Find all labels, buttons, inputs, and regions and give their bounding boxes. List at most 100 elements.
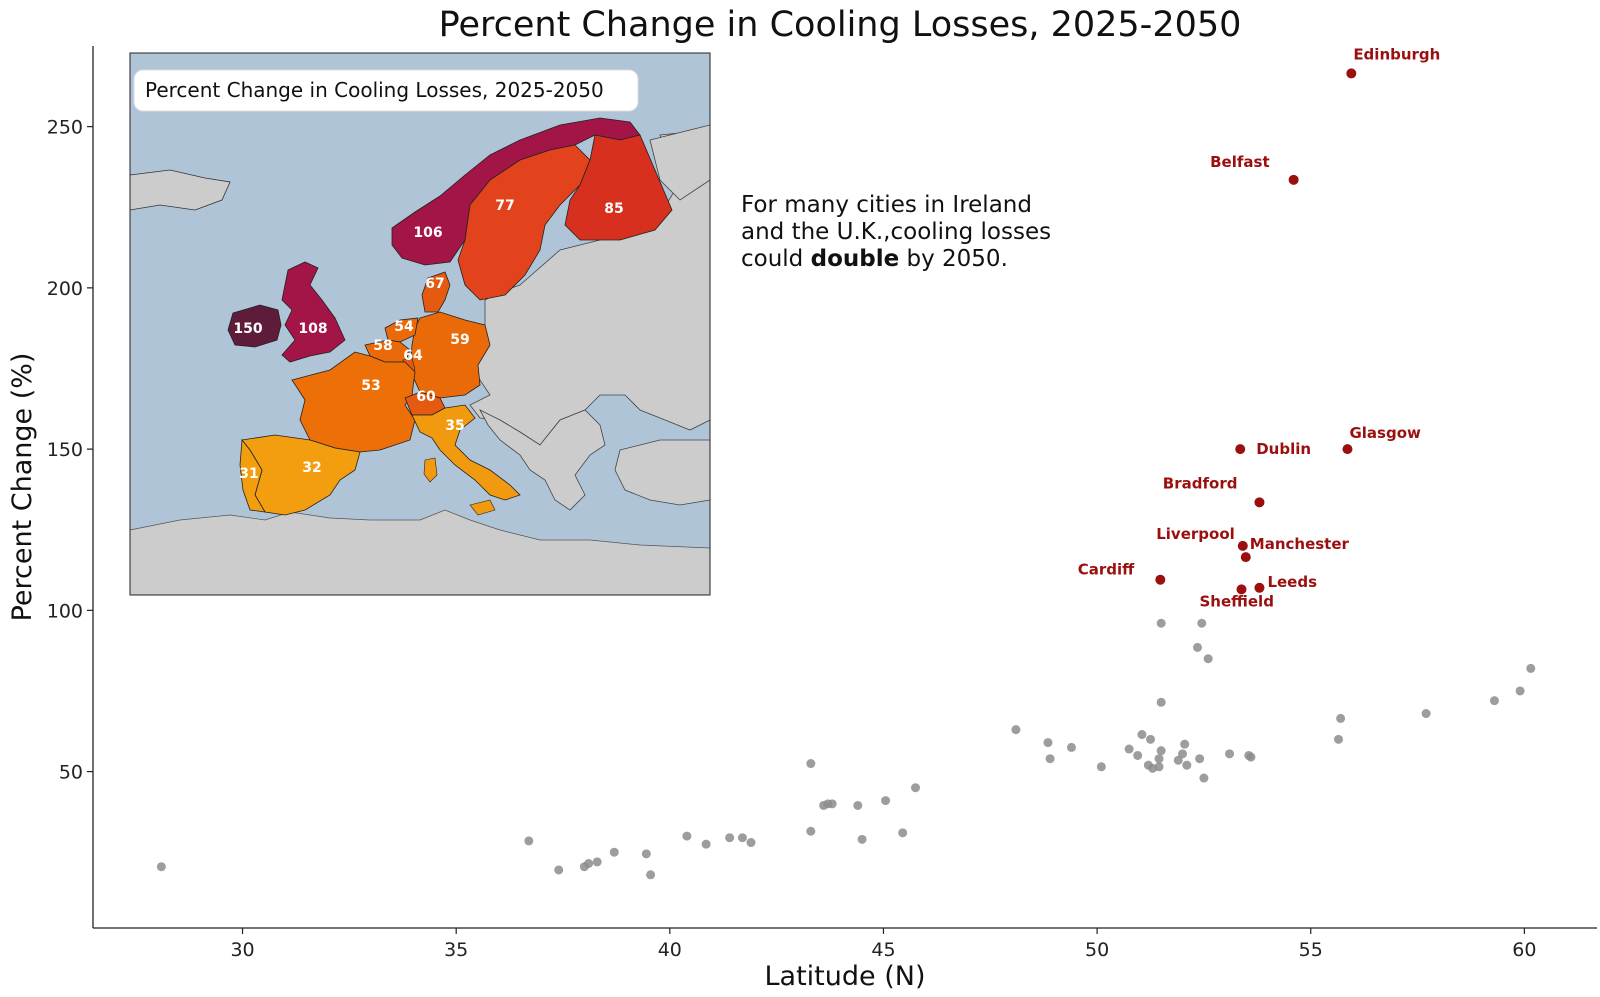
annotation-bold-word: double [811, 246, 900, 272]
annotation-line-1: For many cities in Ireland [741, 192, 1032, 218]
city-label: Leeds [1267, 573, 1317, 591]
y-tick-label: 150 [47, 439, 83, 461]
other-city-point [1515, 686, 1525, 696]
map-value-label: 64 [403, 348, 423, 364]
highlighted-city-point [1254, 582, 1265, 593]
map-value-label: 106 [413, 225, 442, 241]
other-city-point [881, 796, 891, 806]
other-city-point [746, 838, 756, 848]
highlighted-city-point [1236, 584, 1247, 595]
other-city-point [853, 800, 863, 810]
other-city-point [1193, 642, 1202, 652]
annotation-line-3-pre: could [741, 246, 811, 272]
highlighted-city-point [1240, 552, 1251, 563]
map-value-label: 67 [425, 276, 444, 292]
highlighted-city-point [1155, 574, 1166, 585]
other-city-points [156, 618, 1536, 880]
other-city-point [1526, 663, 1536, 673]
other-city-point [1043, 738, 1053, 748]
map-land-iceland-edge [130, 169, 231, 211]
other-city-point [827, 799, 837, 809]
other-city-point [1334, 734, 1343, 744]
y-tick-label: 50 [59, 762, 83, 784]
highlighted-city-point [1254, 497, 1265, 508]
other-city-point [1045, 754, 1055, 764]
other-city-point [1246, 752, 1256, 762]
other-city-point [1156, 746, 1166, 756]
other-city-point [806, 759, 816, 769]
other-city-point [1421, 709, 1431, 719]
other-city-point [1011, 725, 1021, 735]
chart-title: Percent Change in Cooling Losses, 2025-2… [439, 5, 1242, 45]
other-city-point [1154, 762, 1164, 772]
x-tick-label: 35 [444, 939, 468, 961]
highlighted-city-points: Edinburgh Belfast Dublin Glasgow Bradford Liv… [1078, 45, 1441, 610]
other-city-point [609, 847, 619, 857]
other-city-point [1180, 739, 1190, 749]
x-axis-title: Latitude (N) [765, 961, 926, 992]
city-label: Glasgow [1349, 424, 1421, 442]
city-label: Belfast [1210, 153, 1270, 171]
map-value-label: 35 [445, 418, 464, 434]
other-city-point [1195, 754, 1205, 764]
x-tick-label: 30 [230, 939, 254, 961]
highlighted-city-point [1288, 174, 1299, 185]
map-italy [411, 404, 521, 501]
city-label: Manchester [1250, 535, 1350, 553]
map-germany [409, 311, 491, 399]
map-value-label: 53 [361, 378, 380, 394]
other-city-point [1133, 750, 1143, 760]
city-label: Bradford [1163, 474, 1238, 492]
x-tick-label: 50 [1085, 939, 1109, 961]
map-value-label: 60 [416, 389, 436, 405]
y-axis-title: Percent Change (%) [7, 353, 38, 622]
other-city-point [725, 833, 735, 843]
other-city-point [554, 865, 564, 875]
inset-title-box [133, 69, 639, 112]
map-value-label: 32 [302, 460, 321, 476]
annotation-line-3-post: by 2050. [899, 246, 1008, 272]
other-city-point [1156, 618, 1166, 628]
other-city-point [524, 836, 534, 846]
other-city-point [646, 870, 656, 880]
map-value-label: 54 [394, 319, 414, 335]
map-value-label: 58 [373, 338, 392, 354]
other-city-point [898, 828, 908, 838]
other-city-point [584, 859, 594, 869]
x-tick-label: 55 [1299, 939, 1323, 961]
map-france [291, 351, 416, 453]
y-tick-label: 100 [47, 600, 83, 622]
city-label: Edinburgh [1353, 45, 1440, 63]
y-tick-label: 250 [47, 117, 83, 139]
map-portugal [239, 438, 266, 513]
map-denmark [421, 271, 451, 313]
other-city-point [1066, 742, 1076, 752]
other-city-point [592, 857, 602, 867]
map-land-north-africa [130, 509, 710, 595]
other-city-point [911, 783, 920, 793]
x-tick-label: 60 [1512, 939, 1536, 961]
map-ireland [227, 304, 282, 348]
other-city-point [1137, 730, 1147, 740]
map-united-kingdom [281, 261, 346, 363]
city-label: Dublin [1256, 440, 1311, 458]
map-land-balkans [479, 409, 606, 511]
map-value-label: 108 [298, 321, 327, 337]
map-value-label: 59 [450, 332, 469, 348]
map-value-label: 31 [239, 466, 258, 482]
highlighted-city-point [1237, 540, 1248, 551]
other-city-point [1199, 773, 1209, 783]
other-city-point [857, 834, 867, 844]
other-city-point [1146, 734, 1155, 744]
other-city-point [1182, 760, 1192, 770]
map-land-turkey [614, 439, 710, 506]
highlighted-city-point [1235, 444, 1246, 455]
other-city-point [1489, 696, 1499, 706]
annotation-line-3: could double by 2050. [741, 246, 1008, 272]
other-city-point [1096, 762, 1106, 772]
other-city-point [156, 862, 166, 872]
map-value-label: 77 [495, 198, 514, 214]
